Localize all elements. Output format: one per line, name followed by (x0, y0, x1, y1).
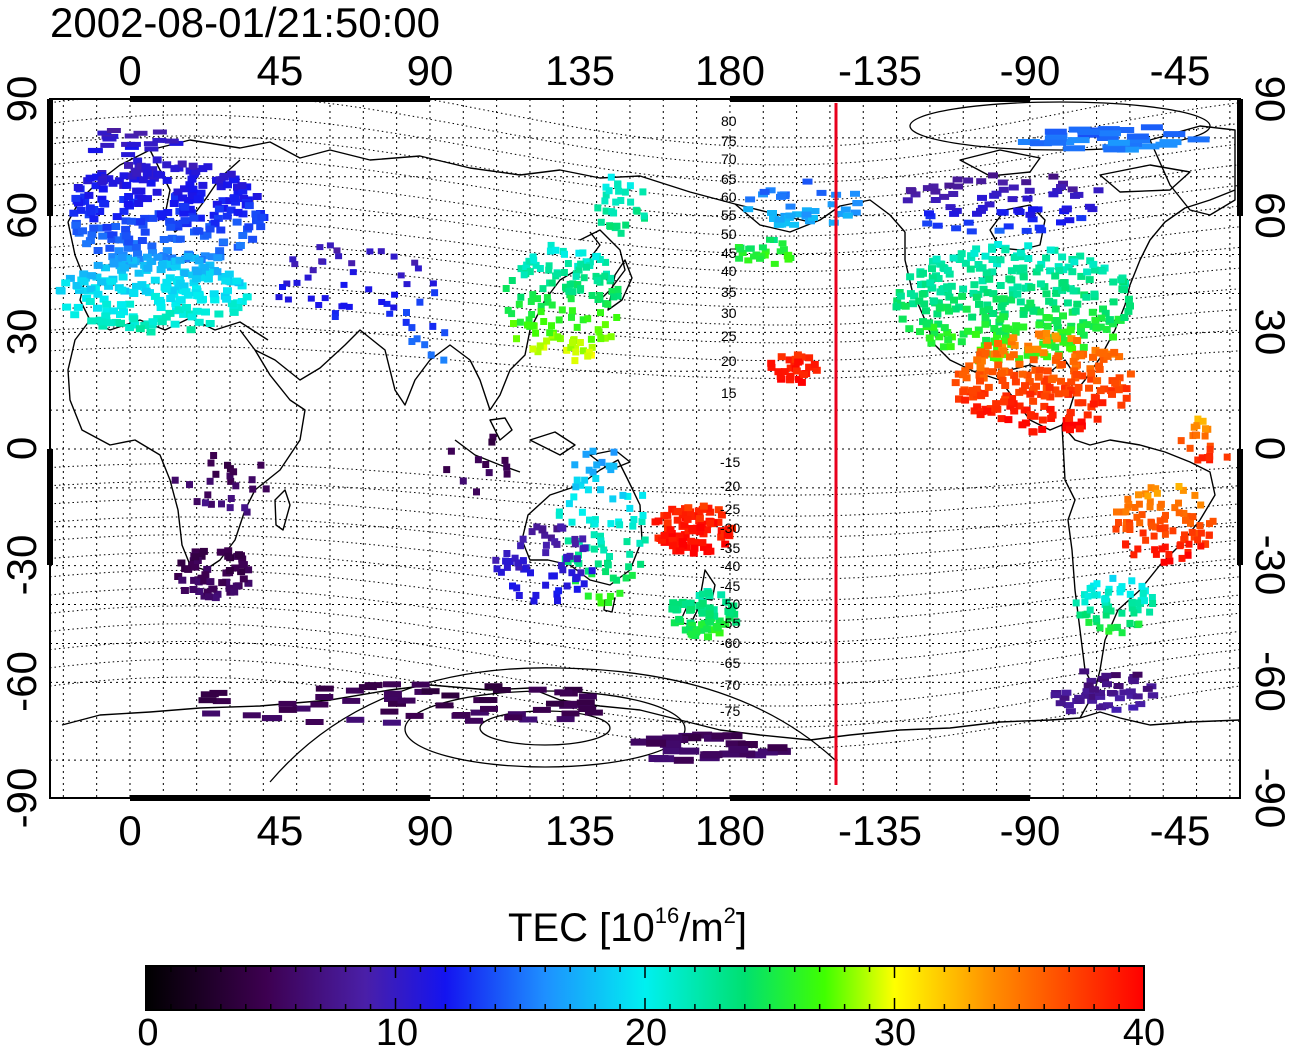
latitude-tick-label: 60 (1247, 192, 1292, 239)
contour-label: -45 (720, 578, 740, 594)
contour-label: 20 (721, 353, 737, 369)
colorbar-label: 10 (375, 1012, 419, 1054)
longitude-tick-label: -90 (1000, 47, 1061, 94)
latitude-tick-label: 0 (0, 437, 45, 460)
contour-label: 40 (721, 263, 737, 279)
plot-title: 2002-08-01/21:50:00 (50, 0, 440, 46)
longitude-tick-label: 45 (257, 807, 304, 854)
tec-observations (55, 124, 1231, 764)
left-latitude-ticks: 90 60 30 0 -30 -60 -90 (0, 76, 45, 829)
contour-labels: 80 75 70 65 60 55 50 45 40 35 30 25 20 15 -15 -20 -25 -30… (720, 113, 740, 719)
contour-label: 50 (721, 226, 737, 242)
longitude-tick-label: 180 (695, 807, 765, 854)
latitude-tick-label: -30 (1247, 535, 1292, 596)
longitude-tick-label: -90 (1000, 807, 1061, 854)
contour-label: -15 (720, 454, 740, 470)
longitude-tick-label: 135 (545, 807, 615, 854)
longitude-tick-label: -45 (1150, 47, 1211, 94)
latitude-tick-label: -90 (1247, 768, 1292, 829)
contour-label: 65 (721, 171, 737, 187)
contour-label: 25 (721, 328, 737, 344)
contour-label: -70 (720, 677, 740, 693)
longitude-tick-label: 0 (118, 807, 141, 854)
contour-label: 60 (721, 189, 737, 205)
top-longitude-ticks: 0 45 90 135 180 -135 -90 -45 (118, 47, 1210, 94)
contour-label: -30 (720, 520, 740, 536)
contour-label: -25 (720, 501, 740, 517)
contour-label: 15 (721, 385, 737, 401)
latitude-tick-label: 90 (1247, 76, 1292, 123)
latitude-tick-label: -90 (0, 768, 45, 829)
contour-label: -55 (720, 615, 740, 631)
contour-label: 80 (721, 113, 737, 129)
longitude-tick-label: 90 (407, 47, 454, 94)
latitude-tick-label: -30 (0, 535, 45, 596)
contour-label: 35 (721, 284, 737, 300)
longitude-tick-label: 180 (695, 47, 765, 94)
colorbar-label: 0 (137, 1012, 159, 1054)
latitude-tick-label: 0 (1247, 437, 1292, 460)
colorbar-label: 40 (1122, 1012, 1166, 1054)
lat-lon-grid (50, 99, 1240, 798)
contour-label: 55 (721, 207, 737, 223)
latitude-tick-label: 60 (0, 192, 45, 239)
contour-label: 45 (721, 245, 737, 261)
colorbar-ticks (145, 966, 1145, 1010)
contour-label: -60 (720, 635, 740, 651)
latitude-tick-label: 30 (0, 309, 45, 356)
longitude-tick-label: -135 (838, 807, 922, 854)
contour-label: 70 (721, 151, 737, 167)
contour-label: -65 (720, 655, 740, 671)
latitude-tick-label: 90 (0, 76, 45, 123)
contour-label: -20 (720, 478, 740, 494)
colorbar-label: 30 (873, 1012, 917, 1054)
longitude-tick-label: -135 (838, 47, 922, 94)
contour-label: -50 (720, 596, 740, 612)
contour-label: -75 (720, 703, 740, 719)
contour-label: -35 (720, 540, 740, 556)
longitude-tick-label: -45 (1150, 807, 1211, 854)
longitude-tick-label: 45 (257, 47, 304, 94)
bottom-longitude-ticks: 0 45 90 135 180 -135 -90 -45 (118, 807, 1210, 854)
colorbar-title: TEC [1016/m2] (508, 903, 748, 951)
longitude-tick-label: 135 (545, 47, 615, 94)
latitude-tick-label: -60 (1247, 651, 1292, 712)
contour-label: 75 (721, 133, 737, 149)
right-latitude-ticks: 90 60 30 0 -30 -60 -90 (1247, 76, 1292, 829)
longitude-tick-label: 0 (118, 47, 141, 94)
latitude-tick-label: -60 (0, 651, 45, 712)
longitude-tick-label: 90 (407, 807, 454, 854)
contour-label: -40 (720, 558, 740, 574)
latitude-tick-label: 30 (1247, 309, 1292, 356)
colorbar-label: 20 (624, 1012, 668, 1054)
contour-label: 30 (721, 305, 737, 321)
frame-thick-ticks (47, 96, 1243, 801)
